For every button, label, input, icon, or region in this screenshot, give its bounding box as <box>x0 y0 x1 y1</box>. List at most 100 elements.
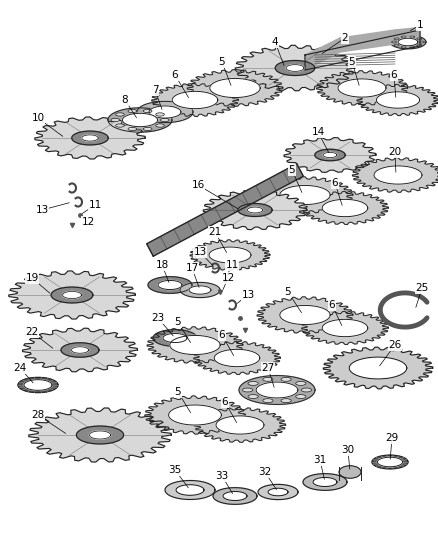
Ellipse shape <box>111 118 119 122</box>
Ellipse shape <box>400 36 405 38</box>
Polygon shape <box>180 282 219 297</box>
Ellipse shape <box>295 394 305 399</box>
Polygon shape <box>81 135 98 141</box>
Polygon shape <box>165 481 215 499</box>
Text: 6: 6 <box>221 397 228 407</box>
Ellipse shape <box>128 127 136 131</box>
Text: 25: 25 <box>414 283 427 293</box>
Ellipse shape <box>393 44 398 46</box>
Ellipse shape <box>262 399 272 402</box>
Polygon shape <box>170 335 220 354</box>
Polygon shape <box>28 408 171 462</box>
Text: 14: 14 <box>311 127 324 137</box>
Text: 13: 13 <box>35 205 49 215</box>
Text: 11: 11 <box>225 260 238 270</box>
Polygon shape <box>247 207 262 213</box>
Polygon shape <box>312 478 336 487</box>
Text: 16: 16 <box>191 180 204 190</box>
Polygon shape <box>394 28 414 44</box>
Ellipse shape <box>419 41 424 43</box>
Polygon shape <box>71 347 88 353</box>
Polygon shape <box>22 328 137 372</box>
Polygon shape <box>18 377 58 393</box>
Polygon shape <box>301 191 388 224</box>
Text: 32: 32 <box>258 467 271 477</box>
Ellipse shape <box>416 38 421 40</box>
Polygon shape <box>147 327 242 363</box>
Polygon shape <box>237 204 272 216</box>
Ellipse shape <box>416 44 421 46</box>
Polygon shape <box>190 240 269 270</box>
Text: 12: 12 <box>81 217 95 227</box>
Polygon shape <box>61 343 99 357</box>
Polygon shape <box>397 38 417 46</box>
Text: 7: 7 <box>152 85 158 95</box>
Polygon shape <box>187 70 282 106</box>
Text: 13: 13 <box>193 247 206 257</box>
Text: 33: 33 <box>215 471 228 481</box>
Text: 31: 31 <box>313 455 326 465</box>
Polygon shape <box>389 35 425 49</box>
Polygon shape <box>257 177 352 213</box>
Polygon shape <box>153 329 197 346</box>
Polygon shape <box>321 199 367 216</box>
Polygon shape <box>24 379 52 390</box>
Polygon shape <box>214 349 259 367</box>
Polygon shape <box>235 45 354 91</box>
Text: 4: 4 <box>271 37 278 47</box>
Text: 6: 6 <box>171 70 178 80</box>
Text: 26: 26 <box>388 340 401 350</box>
Ellipse shape <box>143 127 152 131</box>
Polygon shape <box>257 297 352 333</box>
Polygon shape <box>168 405 221 425</box>
Text: 11: 11 <box>88 200 101 210</box>
Ellipse shape <box>295 382 305 385</box>
Text: 10: 10 <box>32 113 45 123</box>
Text: 17: 17 <box>185 263 198 273</box>
Polygon shape <box>137 101 193 123</box>
Text: 22: 22 <box>25 327 39 337</box>
Text: 5: 5 <box>174 387 181 397</box>
Text: 12: 12 <box>221 273 234 283</box>
Polygon shape <box>319 38 339 62</box>
Ellipse shape <box>143 109 152 112</box>
Ellipse shape <box>128 109 136 112</box>
Text: 6: 6 <box>390 70 396 80</box>
Polygon shape <box>51 287 93 303</box>
Text: 21: 21 <box>208 227 221 237</box>
Polygon shape <box>414 28 419 46</box>
Polygon shape <box>108 108 172 132</box>
Polygon shape <box>63 292 81 298</box>
Polygon shape <box>172 91 217 109</box>
Ellipse shape <box>400 46 405 48</box>
Text: 20: 20 <box>388 147 401 157</box>
Ellipse shape <box>409 46 414 48</box>
Polygon shape <box>283 138 375 172</box>
Polygon shape <box>371 455 407 469</box>
Text: 13: 13 <box>241 290 254 300</box>
Text: 1: 1 <box>416 20 422 30</box>
Polygon shape <box>194 408 285 442</box>
Ellipse shape <box>115 124 124 127</box>
Polygon shape <box>162 334 187 343</box>
Ellipse shape <box>160 118 169 122</box>
Polygon shape <box>158 280 182 289</box>
Text: 5: 5 <box>288 165 295 175</box>
Text: 5: 5 <box>218 57 225 67</box>
Polygon shape <box>267 488 287 496</box>
Polygon shape <box>223 491 247 500</box>
Text: 24: 24 <box>13 363 27 373</box>
Text: 5: 5 <box>348 57 354 67</box>
Polygon shape <box>176 484 204 495</box>
Polygon shape <box>208 247 251 263</box>
Polygon shape <box>286 64 303 71</box>
Ellipse shape <box>115 113 124 116</box>
Polygon shape <box>9 271 135 319</box>
Polygon shape <box>215 416 263 434</box>
Polygon shape <box>316 71 406 106</box>
Polygon shape <box>375 92 419 108</box>
Polygon shape <box>148 106 180 118</box>
Polygon shape <box>193 342 280 375</box>
Text: 23: 23 <box>151 313 164 323</box>
Ellipse shape <box>242 388 252 392</box>
